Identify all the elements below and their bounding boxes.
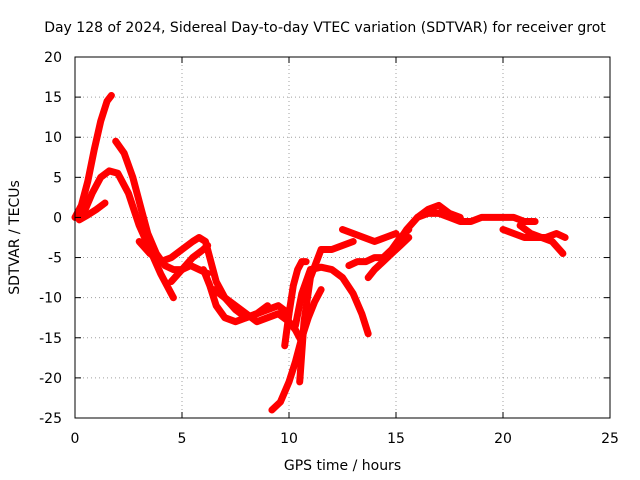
chart-title: Day 128 of 2024, Sidereal Day-to-day VTE… <box>44 20 606 36</box>
y-tick-label: -15 <box>39 331 62 347</box>
x-tick-label: 25 <box>601 431 619 447</box>
x-tick-label: 5 <box>178 431 187 447</box>
series-arc-16 <box>381 209 539 262</box>
y-tick-label: 0 <box>53 210 62 226</box>
y-tick-label: 5 <box>53 170 62 186</box>
series-arc-6 <box>167 242 212 286</box>
y-tick-label: 20 <box>44 50 62 66</box>
series-arc-13 <box>339 226 400 245</box>
x-tick-label: 15 <box>387 431 405 447</box>
y-tick-label: -25 <box>39 411 62 427</box>
series-arc-1 <box>71 92 115 221</box>
y-tick-label: 10 <box>44 130 62 146</box>
series-arc-3 <box>75 199 109 224</box>
series-layer <box>71 92 569 414</box>
series-arc-19 <box>516 222 567 257</box>
plot-frame <box>74 56 611 419</box>
series-arc-10 <box>281 258 310 350</box>
series-arc-12 <box>296 238 357 386</box>
y-axis-title: SDTVAR / TECUs <box>7 180 23 295</box>
series-arc-2 <box>73 167 177 302</box>
x-tick-label: 0 <box>71 431 80 447</box>
x-tick-label: 10 <box>280 431 298 447</box>
series-arc-7 <box>199 266 293 326</box>
tick-layer: 0 5 10 15 20 25 -25 -20 -15 -10 -5 0 5 10 15 20 <box>39 50 619 447</box>
x-axis-title: GPS time / hours <box>284 458 401 474</box>
y-tick-label: -5 <box>48 251 62 267</box>
y-tick-label: -20 <box>39 371 62 387</box>
y-tick-label: 15 <box>44 90 62 106</box>
y-tick-label: -10 <box>39 291 62 307</box>
x-tick-label: 20 <box>494 431 512 447</box>
series-arc-17 <box>413 201 464 221</box>
series-arc-11 <box>291 263 372 338</box>
